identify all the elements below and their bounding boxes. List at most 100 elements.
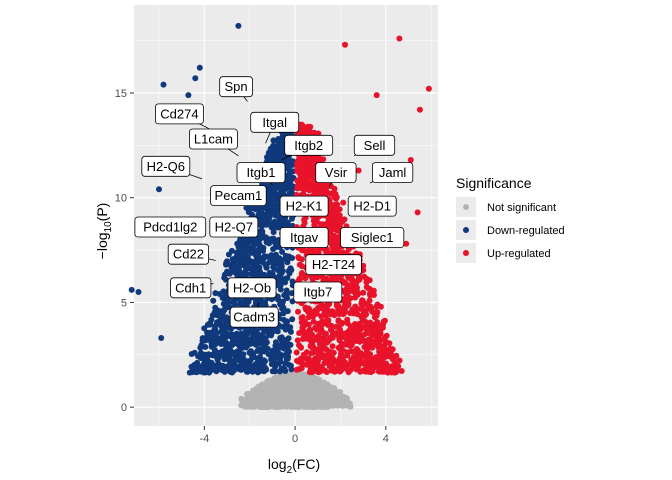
point-up-regulated <box>373 341 380 348</box>
point-down-regulated <box>284 275 291 281</box>
point-up-regulated <box>359 297 366 304</box>
point-down-regulated <box>158 335 165 341</box>
point-up-regulated <box>332 190 339 197</box>
point-down-regulated <box>222 276 229 283</box>
point-down-regulated <box>266 259 273 266</box>
point-up-regulated <box>339 218 346 225</box>
point-down-regulated <box>230 260 237 267</box>
point-down-regulated <box>273 339 279 346</box>
point-down-regulated <box>237 236 244 243</box>
y-tick-label: 0 <box>121 402 127 414</box>
point-down-regulated <box>261 212 268 219</box>
point-down-regulated <box>273 182 280 189</box>
point-down-regulated <box>156 186 162 193</box>
point-down-regulated <box>221 271 228 278</box>
point-down-regulated <box>272 361 279 368</box>
point-down-regulated <box>288 187 295 194</box>
gene-label-text: H2-K1 <box>286 199 323 214</box>
point-up-regulated <box>365 285 372 292</box>
point-down-regulated <box>257 353 263 360</box>
point-down-regulated <box>284 177 291 184</box>
point-down-regulated <box>200 365 207 372</box>
point-up-regulated <box>349 339 356 346</box>
point-down-regulated <box>209 366 216 373</box>
point-down-regulated <box>279 277 286 283</box>
point-down-regulated <box>284 182 290 189</box>
point-up-regulated <box>335 318 342 325</box>
point-down-regulated <box>199 338 206 344</box>
gene-label-sell: Sell <box>353 134 396 156</box>
point-up-regulated <box>305 158 312 165</box>
legend-key-up-regulated <box>463 250 469 256</box>
point-down-regulated <box>279 323 285 330</box>
point-up-regulated <box>299 314 306 321</box>
gene-label-text: H2-Ob <box>233 280 271 295</box>
point-down-regulated <box>259 230 266 237</box>
gene-label-text: Vsir <box>325 165 348 180</box>
point-up-regulated <box>309 337 316 344</box>
point-down-regulated <box>256 337 263 344</box>
point-up-regulated <box>307 123 314 130</box>
point-down-regulated <box>220 288 227 295</box>
point-down-regulated <box>264 345 271 352</box>
gene-label-pecam1: Pecam1 <box>210 185 267 207</box>
point-down-regulated <box>277 143 284 149</box>
point-down-regulated <box>284 295 291 302</box>
gene-label-text: Spn <box>225 79 248 94</box>
point-not-significant <box>299 374 306 381</box>
point-up-regulated <box>425 85 432 92</box>
point-up-regulated <box>305 321 312 328</box>
point-down-regulated <box>242 366 249 373</box>
point-down-regulated <box>271 347 278 354</box>
point-not-significant <box>320 395 327 402</box>
point-not-significant <box>304 375 311 382</box>
point-up-regulated <box>329 334 336 341</box>
point-up-regulated <box>337 346 344 353</box>
point-down-regulated <box>284 259 291 266</box>
point-down-regulated <box>256 347 263 354</box>
x-axis-title: log2(FC) <box>268 456 320 476</box>
point-down-regulated <box>248 328 255 335</box>
point-down-regulated <box>243 204 250 211</box>
point-down-regulated <box>196 64 203 71</box>
point-down-regulated <box>272 353 279 360</box>
point-down-regulated <box>251 354 258 361</box>
point-up-regulated <box>308 173 315 180</box>
gene-label-cd274: Cd274 <box>154 103 204 125</box>
point-down-regulated <box>250 247 257 254</box>
point-up-regulated <box>366 360 373 367</box>
point-down-regulated <box>270 187 277 194</box>
point-up-regulated <box>381 317 388 324</box>
legend-key-not-significant <box>463 204 469 210</box>
point-down-regulated <box>278 365 285 372</box>
gene-label-text: Cadm3 <box>233 310 275 325</box>
point-up-regulated <box>394 367 400 374</box>
point-not-significant <box>301 404 308 410</box>
point-down-regulated <box>284 348 291 355</box>
point-down-regulated <box>249 205 255 212</box>
point-up-regulated <box>378 361 385 368</box>
gene-label-h2-q6: H2-Q6 <box>141 155 191 177</box>
point-down-regulated <box>280 304 287 311</box>
point-up-regulated <box>342 41 348 48</box>
point-down-regulated <box>213 320 220 327</box>
point-down-regulated <box>201 353 208 360</box>
point-up-regulated <box>320 318 327 325</box>
point-up-regulated <box>330 349 337 356</box>
point-down-regulated <box>240 240 247 247</box>
point-down-regulated <box>254 266 261 273</box>
gene-label-h2-k1: H2-K1 <box>279 195 329 217</box>
point-down-regulated <box>285 353 292 360</box>
point-up-regulated <box>336 206 343 213</box>
point-not-significant <box>255 387 262 394</box>
point-up-regulated <box>304 248 311 255</box>
point-up-regulated <box>317 327 324 334</box>
point-up-regulated <box>372 326 379 333</box>
gene-label-h2-ob: H2-Ob <box>227 277 277 299</box>
point-not-significant <box>249 389 256 396</box>
x-tick-label: -4 <box>199 433 209 445</box>
point-not-significant <box>272 383 279 390</box>
point-down-regulated <box>234 254 241 261</box>
gene-label-l1cam: L1cam <box>188 128 238 150</box>
point-down-regulated <box>202 359 209 366</box>
